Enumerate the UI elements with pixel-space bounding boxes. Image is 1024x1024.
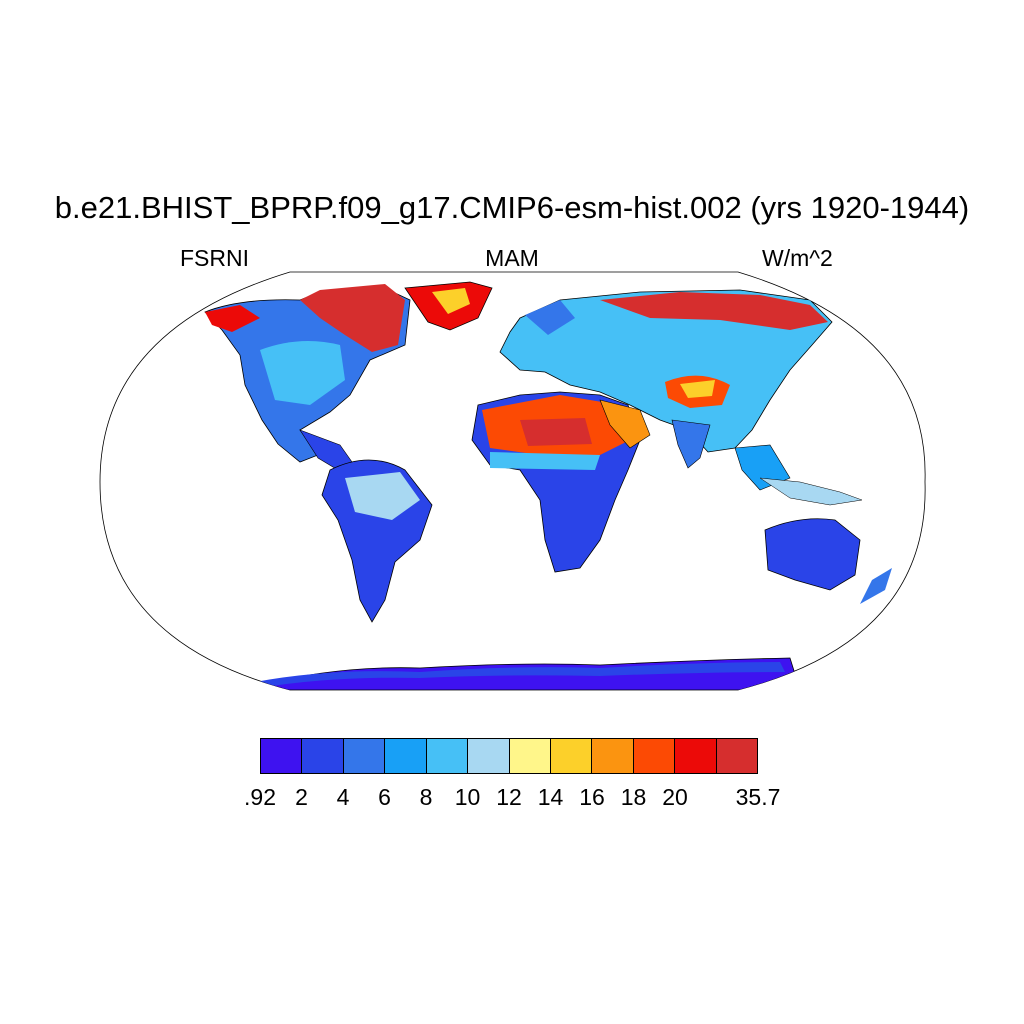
colorbar-box-10 (675, 739, 717, 773)
colorbar-tick-label: 4 (336, 784, 350, 810)
siberia-arctic (600, 292, 828, 330)
colorbar-tick-label: 12 (496, 784, 522, 810)
eurasia (499, 289, 833, 453)
indonesia (759, 477, 863, 506)
colorbar-tick-label: 16 (579, 784, 605, 810)
colorbar-tick-label: 18 (620, 784, 647, 810)
colorbar-tick-label: 6 (378, 784, 391, 810)
india (671, 419, 711, 469)
new-zealand (860, 568, 892, 604)
colorbar-tick-label: 8 (419, 784, 433, 810)
colorbar-box-9 (633, 739, 676, 773)
colorbar-box-7 (550, 739, 593, 773)
amazon (345, 472, 420, 520)
arabia (599, 399, 651, 449)
antarctica-coast (255, 662, 785, 688)
season-label: MAM (485, 245, 539, 271)
north-america-interior (260, 341, 345, 405)
colorbar-tick-label: 10 (454, 784, 481, 810)
variable-label: FSRNI (180, 245, 249, 271)
colorbar-box-1 (302, 739, 344, 773)
colorbar-box-11 (716, 739, 758, 773)
alaska (205, 305, 260, 332)
colorbar-tick-label: 35.7 (735, 784, 781, 810)
greenland-core (432, 288, 470, 314)
colorbar-box-5 (468, 739, 510, 773)
colorbar-tick-label: 20 (662, 784, 688, 810)
colorbar-tick-label: 14 (537, 784, 564, 810)
colorbar-box-0 (261, 739, 303, 773)
australia (764, 518, 861, 591)
scandinavia (525, 300, 575, 335)
colorbar-box-4 (426, 739, 469, 773)
units-label: W/m^2 (762, 245, 833, 271)
colorbar (260, 738, 758, 774)
colorbar-box-3 (385, 739, 427, 773)
colorbar-tick-label: 2 (295, 784, 308, 810)
tibet-core (680, 380, 715, 398)
colorbar-box-2 (343, 739, 386, 773)
colorbar-box-6 (509, 739, 551, 773)
sahara-core (520, 418, 592, 446)
canada-arctic (300, 284, 405, 352)
colorbar-tick-label: .92 (244, 784, 276, 810)
plot-title: b.e21.BHIST_BPRP.f09_g17.CMIP6-esm-hist.… (54, 190, 970, 225)
colorbar-box-8 (592, 739, 634, 773)
sahel (490, 452, 600, 470)
